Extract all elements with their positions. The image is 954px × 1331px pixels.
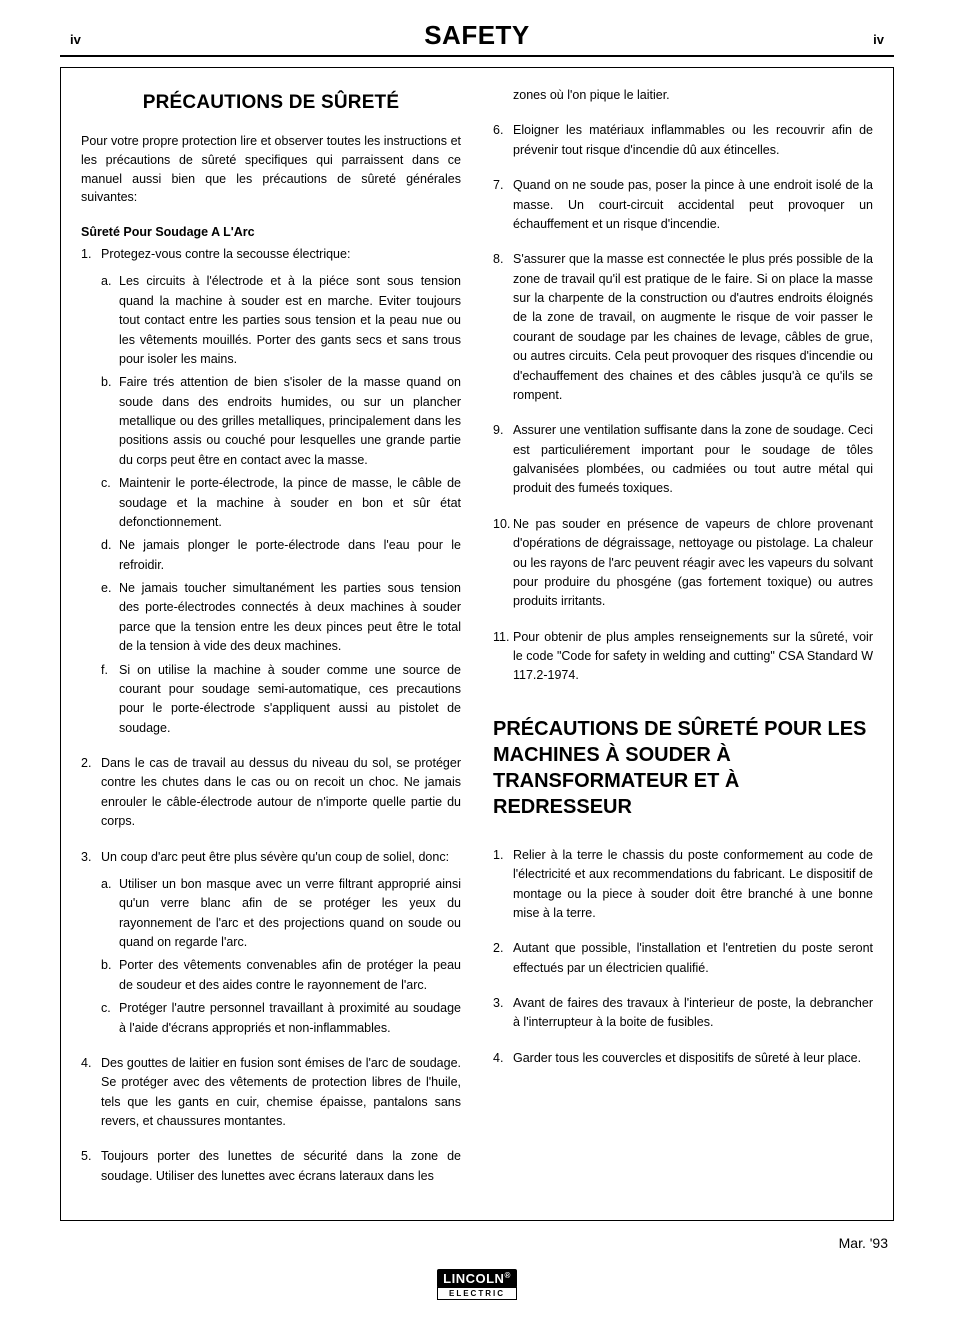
list-item: Ne jamais toucher simultanément les part… <box>101 579 461 657</box>
list-item: Autant que possible, l'installation et l… <box>493 939 873 978</box>
two-column-layout: PRÉCAUTIONS DE SÛRETÉ Pour votre propre … <box>81 86 873 1202</box>
logo-bottom: ELECTRIC <box>437 1287 517 1300</box>
section-title: PRÉCAUTIONS DE SÛRETÉ <box>81 92 461 114</box>
list-item-text: Un coup d'arc peut être plus sévère qu'u… <box>101 850 449 864</box>
list-item: Maintenir le porte-électrode, la pince d… <box>101 474 461 532</box>
list-item: Dans le cas de travail au dessus du nive… <box>81 754 461 832</box>
list-item: Relier à la terre le chassis du poste co… <box>493 846 873 924</box>
left-column: PRÉCAUTIONS DE SÛRETÉ Pour votre propre … <box>81 86 461 1202</box>
list-item: Garder tous les couvercles et dispositif… <box>493 1049 873 1068</box>
list-item: Les circuits à l'électrode et à la piéce… <box>101 272 461 369</box>
alpha-list: Utiliser un bon masque avec un verre fil… <box>101 875 461 1038</box>
numbered-list-left: Protegez-vous contre la secousse électri… <box>81 245 461 1186</box>
list-item: Protéger l'autre personnel travaillant à… <box>101 999 461 1038</box>
intro-paragraph: Pour votre propre protection lire et obs… <box>81 132 461 207</box>
list-item: Protegez-vous contre la secousse électri… <box>81 245 461 738</box>
list-item-text: Protegez-vous contre la secousse électri… <box>101 247 350 261</box>
list-item: Utiliser un bon masque avec un verre fil… <box>101 875 461 953</box>
list-item: Des gouttes de laitier en fusion sont ém… <box>81 1054 461 1132</box>
list-item: Ne pas souder en présence de vapeurs de … <box>493 515 873 612</box>
list-item: Assurer une ventilation suffisante dans … <box>493 421 873 499</box>
page-title: SAFETY <box>424 20 530 51</box>
logo-brand: LINCOLN <box>443 1271 504 1286</box>
date-line: Mar. '93 <box>60 1235 894 1251</box>
continued-item: zones où l'on pique le laitier. <box>493 86 873 105</box>
numbered-list-right: Eloigner les matériaux inflammables ou l… <box>493 121 873 685</box>
list-item: Ne jamais plonger le porte-électrode dan… <box>101 536 461 575</box>
registered-icon: ® <box>504 1271 510 1280</box>
alpha-list: Les circuits à l'électrode et à la piéce… <box>101 272 461 738</box>
list-item: S'assurer que la masse est connectée le … <box>493 250 873 405</box>
page: iv SAFETY iv PRÉCAUTIONS DE SÛRETÉ Pour … <box>0 0 954 1331</box>
list-item: Faire trés attention de bien s'isoler de… <box>101 373 461 470</box>
list-item: Eloigner les matériaux inflammables ou l… <box>493 121 873 160</box>
list-item: Porter des vêtements convenables afin de… <box>101 956 461 995</box>
list-item: Un coup d'arc peut être plus sévère qu'u… <box>81 848 461 1038</box>
sub-heading: Sûreté Pour Soudage A L'Arc <box>81 225 461 239</box>
list-item: Pour obtenir de plus amples renseignemen… <box>493 628 873 686</box>
page-header: iv SAFETY iv <box>60 20 894 57</box>
list-item: Avant de faires des travaux à l'interieu… <box>493 994 873 1033</box>
list-item: Toujours porter des lunettes de sécurité… <box>81 1147 461 1186</box>
page-number-left: iv <box>70 32 81 47</box>
logo-top: LINCOLN® <box>437 1269 517 1288</box>
logo-wrap: LINCOLN® ELECTRIC <box>60 1269 894 1301</box>
section-heading-large: PRÉCAUTIONS DE SÛRETÉ POUR LES MACHINES … <box>493 716 873 820</box>
list-item: Quand on ne soude pas, poser la pince à … <box>493 176 873 234</box>
numbered-list-b: Relier à la terre le chassis du poste co… <box>493 846 873 1068</box>
right-column: zones où l'on pique le laitier. Eloigner… <box>493 86 873 1202</box>
lincoln-electric-logo: LINCOLN® ELECTRIC <box>437 1269 517 1300</box>
content-box: PRÉCAUTIONS DE SÛRETÉ Pour votre propre … <box>60 67 894 1221</box>
page-number-right: iv <box>873 32 884 47</box>
list-item: Si on utilise la machine à souder comme … <box>101 661 461 739</box>
